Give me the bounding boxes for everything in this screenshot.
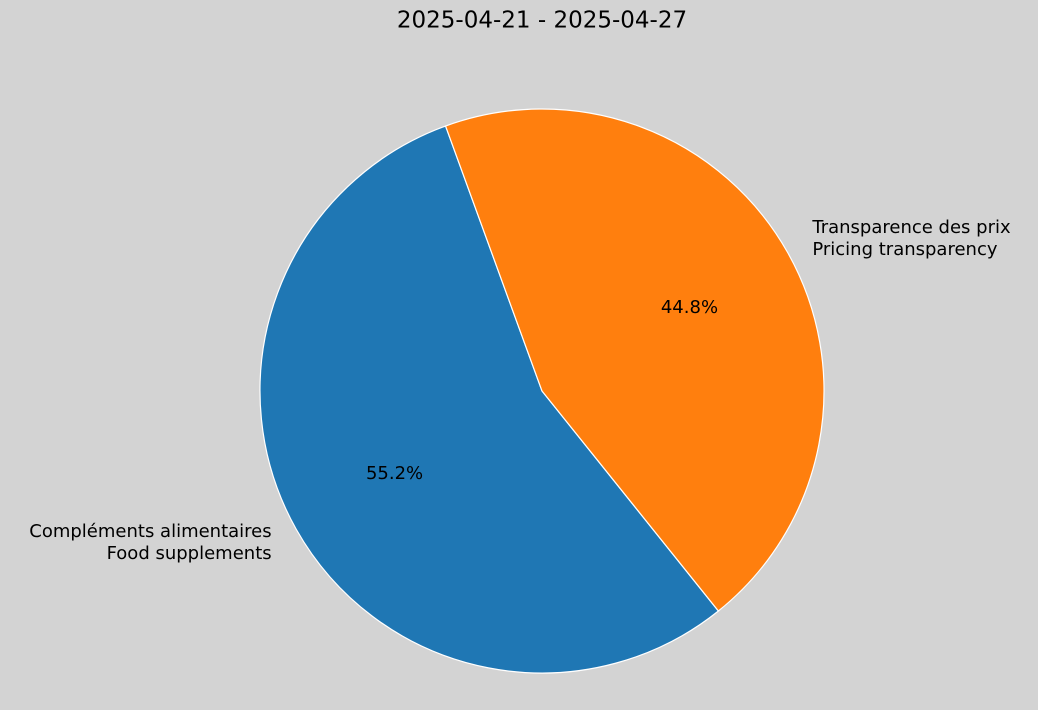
pct-label: 44.8% (661, 297, 718, 318)
pie-slice (444, 108, 825, 612)
pie-slice (259, 125, 720, 674)
slice-label: Transparence des prix Pricing transparen… (812, 216, 1011, 260)
pct-label: 55.2% (366, 463, 423, 484)
slice-label: Compléments alimentaires Food supplement… (29, 521, 272, 565)
chart-title: 2025-04-21 - 2025-04-27 (397, 8, 687, 34)
